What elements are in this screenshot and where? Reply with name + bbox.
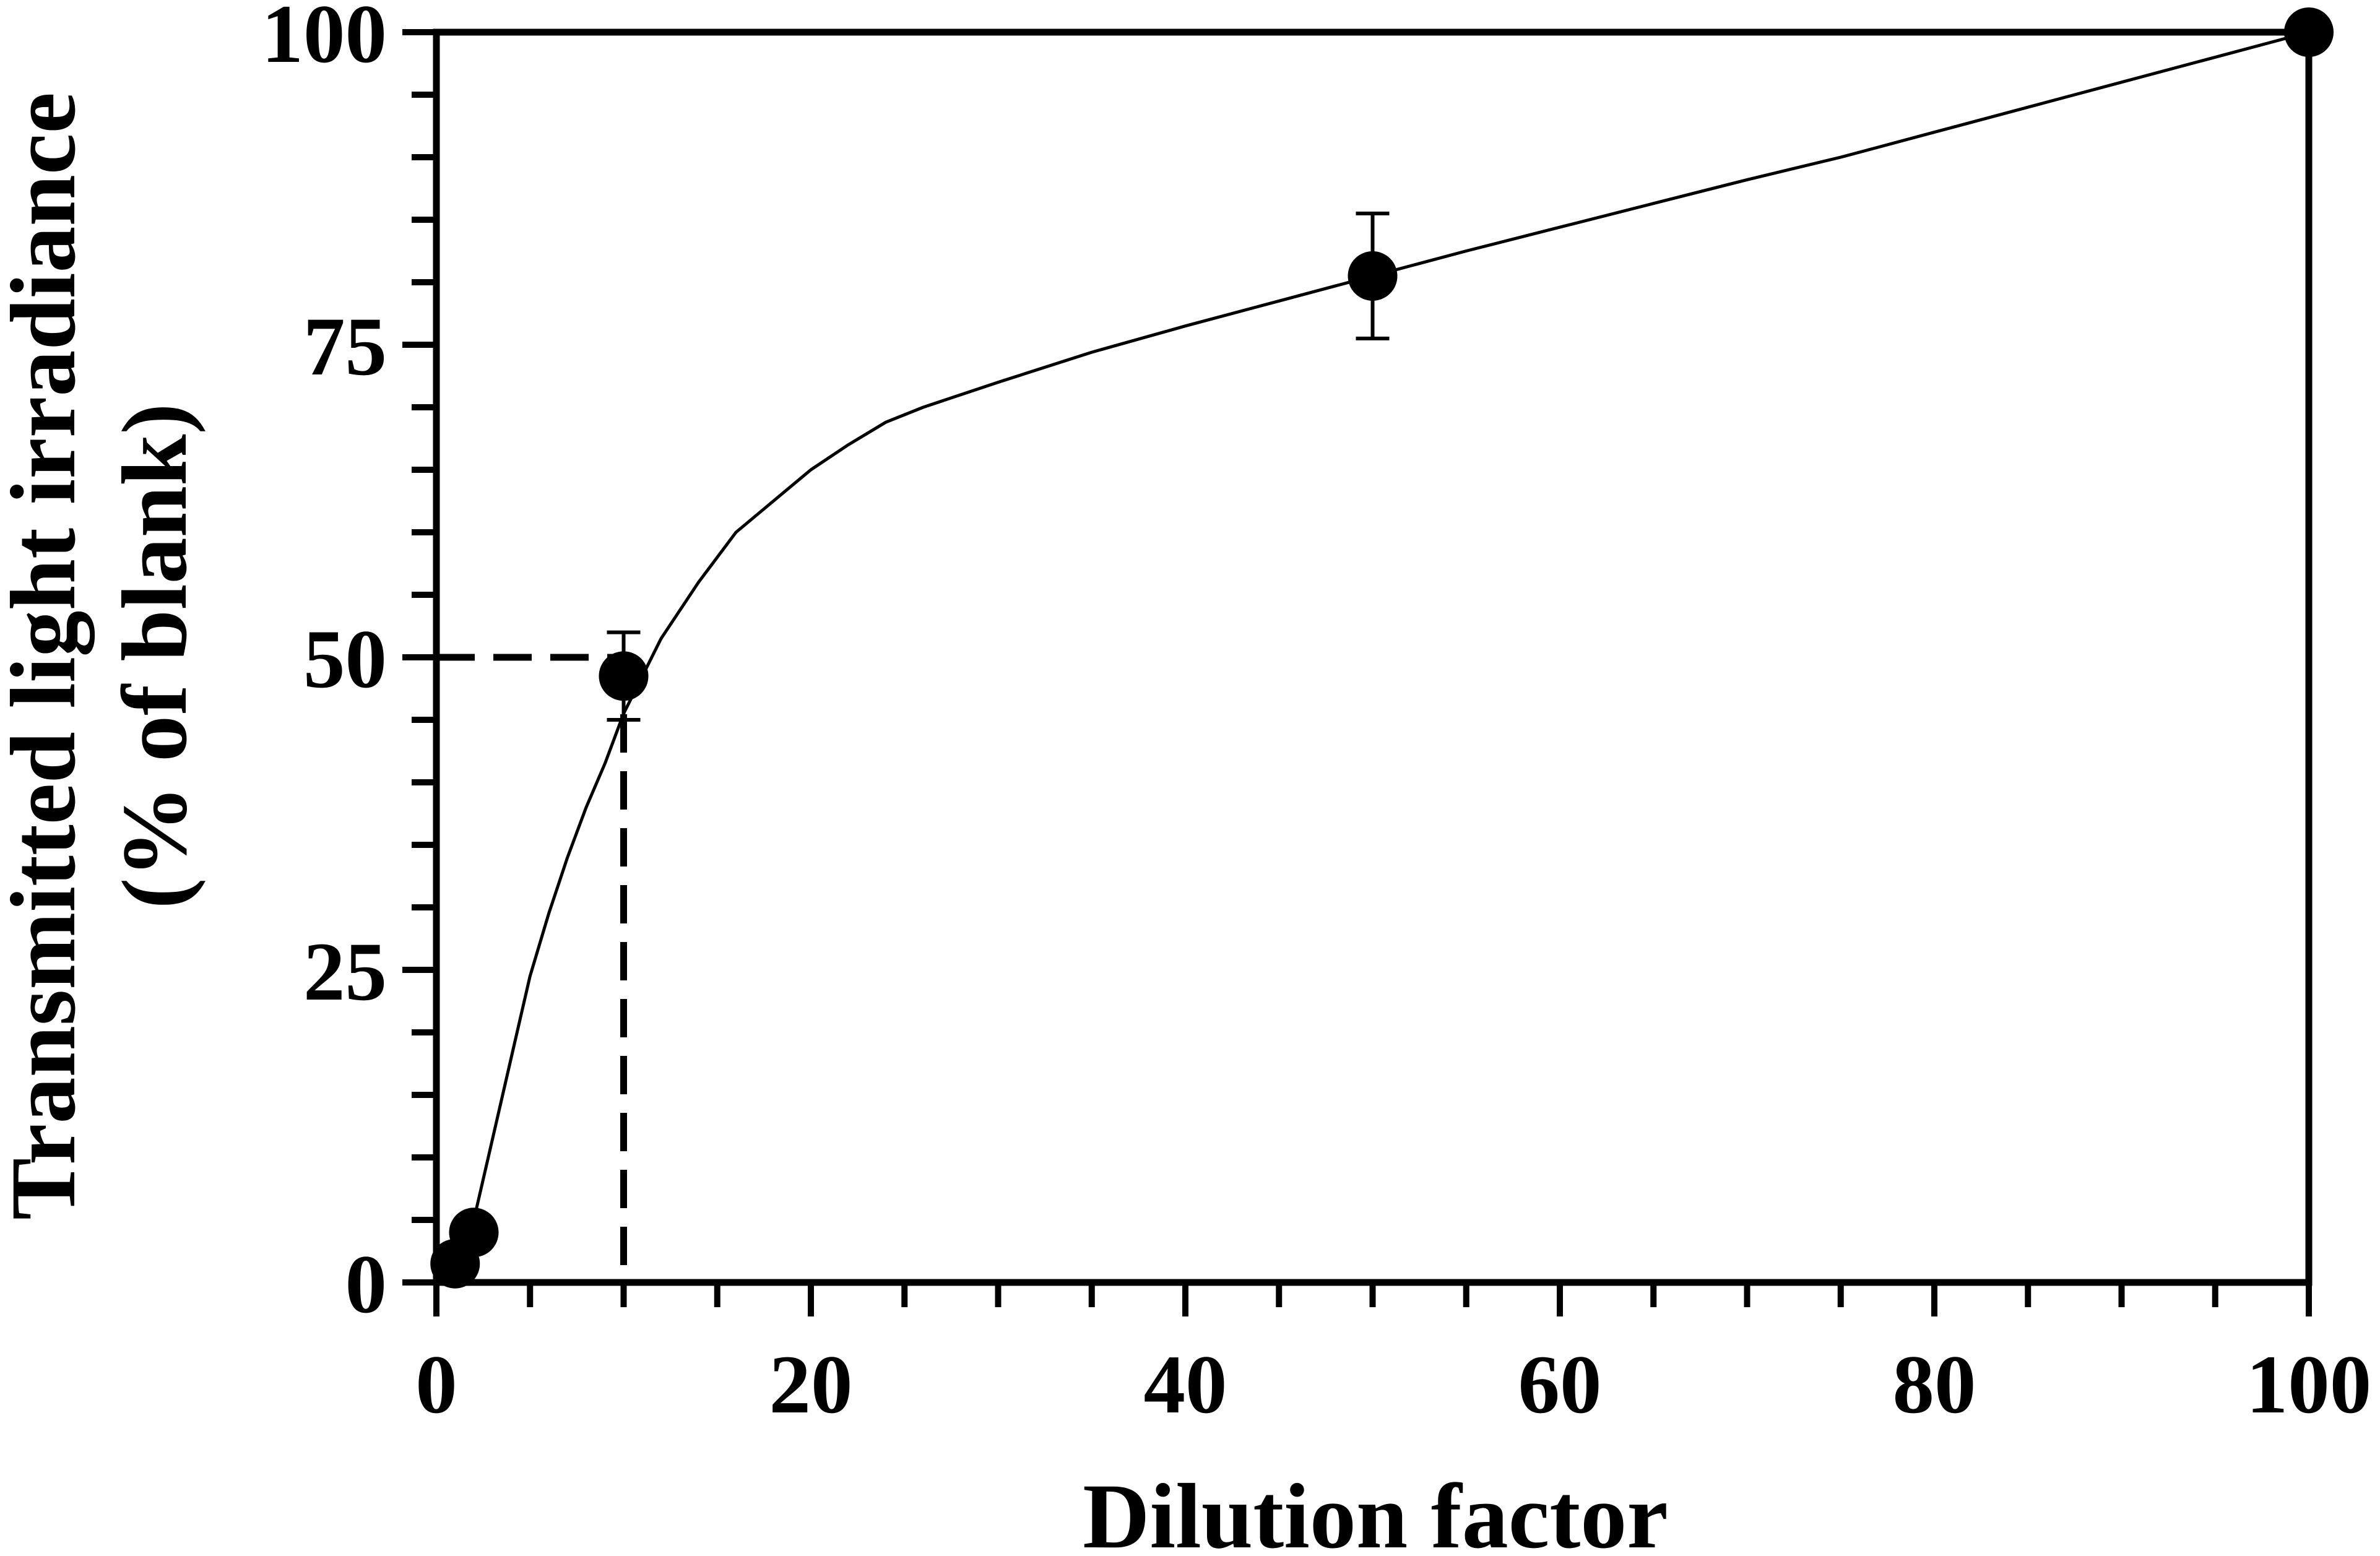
x-tick-label: 20: [769, 1339, 853, 1431]
x-tick-label: 80: [1893, 1339, 1976, 1431]
x-tick-label: 60: [1518, 1339, 1602, 1431]
y-tick-label: 50: [303, 613, 387, 706]
data-point: [2284, 7, 2334, 57]
x-tick-label: 40: [1144, 1339, 1227, 1431]
y-tick-label: 25: [303, 926, 387, 1018]
y-tick-label: 75: [303, 301, 387, 393]
fit-curve: [453, 30, 2309, 1283]
x-axis: 0 20 40 60 80 100: [415, 1279, 2372, 1431]
y-axis-title-line-1: Transmitted light irradiance: [0, 92, 95, 1220]
x-tick-label: 0: [415, 1339, 457, 1431]
x-tick-label: 100: [2246, 1339, 2372, 1431]
y-axis-title-line-2: (% of blank): [103, 404, 206, 909]
y-tick-label: 100: [262, 0, 387, 80]
data-point: [449, 1208, 499, 1258]
plot-area: [430, 7, 2334, 1289]
y-axis-title: Transmitted light irradiance (% of blank…: [0, 92, 206, 1220]
data-point: [1348, 251, 1398, 301]
x-axis-title: Dilution factor: [1083, 1465, 1668, 1556]
y-tick-label: 0: [345, 1238, 387, 1331]
data-point: [599, 651, 649, 701]
y-axis: 0 25 50 75 100: [262, 0, 440, 1331]
